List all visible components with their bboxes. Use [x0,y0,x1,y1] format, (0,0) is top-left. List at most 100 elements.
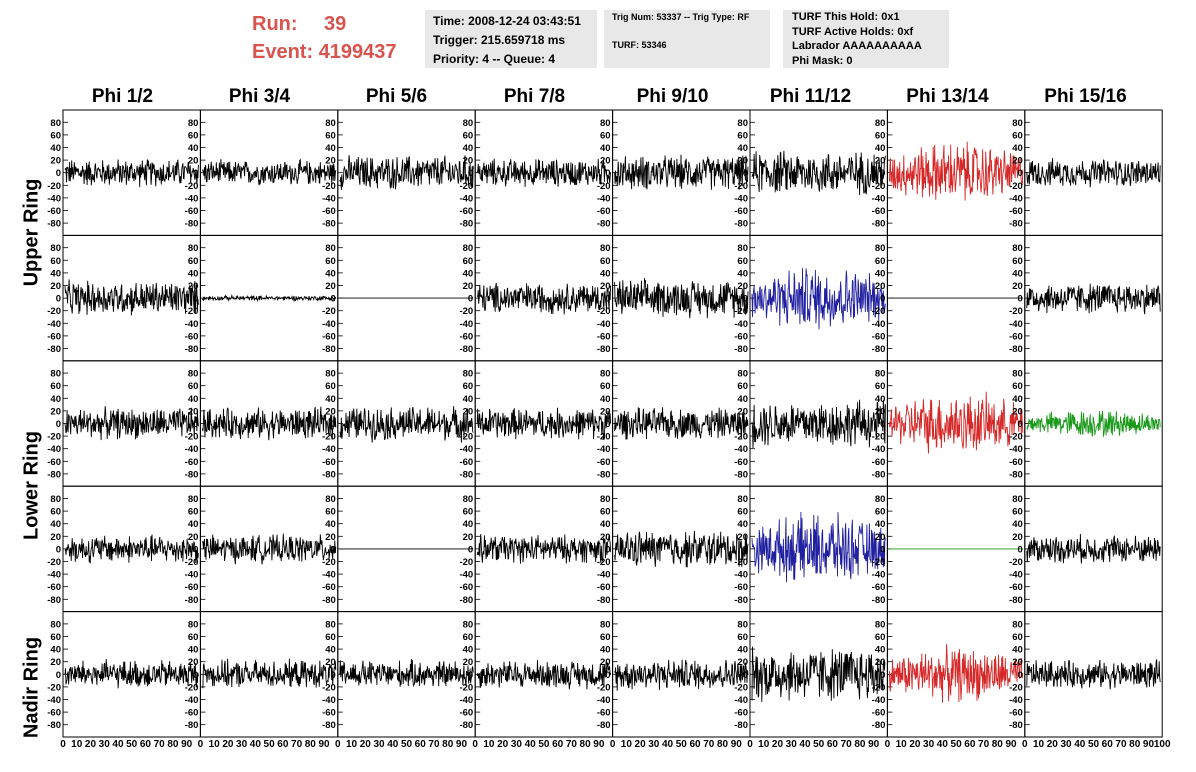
x-tick-label: 50 [951,739,963,750]
y-tick-label: -40 [47,193,61,204]
y-tick-label: 0 [331,419,336,430]
y-tick-label: 80 [463,369,474,380]
y-tick-label: 60 [50,381,61,392]
y-tick-label: 40 [600,268,611,279]
y-tick-label: 60 [737,507,748,518]
y-tick-label: 60 [1012,256,1023,267]
y-tick-label: 0 [605,419,610,430]
waveform-trace [201,406,337,441]
panel-frame [749,360,888,487]
y-tick-label: 20 [1012,406,1023,417]
y-tick-label: 0 [193,544,198,555]
y-tick-label: -80 [1009,469,1023,480]
waveform-trace [201,533,337,565]
y-tick-label: 40 [325,645,336,656]
y-tick-label: -80 [872,344,886,355]
y-tick-label: 20 [1012,156,1023,167]
y-tick-label: 0 [743,544,748,555]
x-tick-label: 30 [236,739,248,750]
y-tick-label: 20 [463,281,474,292]
y-tick-label: 0 [1018,294,1023,305]
waveform-trace [64,279,199,316]
y-tick-label: -20 [185,682,199,693]
y-tick-label: 20 [188,156,199,167]
waveform-trace [64,659,199,689]
y-tick-label: 80 [1012,118,1023,129]
y-tick-label: -40 [459,193,473,204]
y-tick-label: 0 [1018,168,1023,179]
column-header: Phi 3/4 [228,86,291,107]
x-tick-label: 10 [758,739,770,750]
y-tick-label: 40 [463,268,474,279]
y-tick-label: 60 [325,507,336,518]
y-tick-label: -60 [185,582,199,593]
y-tick-label: -80 [459,469,473,480]
y-tick-label: -60 [47,331,61,342]
y-tick-label: -20 [322,306,336,317]
y-tick-label: 20 [600,281,611,292]
y-tick-label: 80 [463,619,474,630]
y-tick-label: 40 [875,519,886,530]
y-tick-label: -80 [734,469,748,480]
y-tick-label: -60 [322,582,336,593]
y-tick-label: -60 [322,206,336,217]
y-tick-label: 20 [188,281,199,292]
y-tick-label: 0 [331,544,336,555]
y-tick-label: -60 [1009,708,1023,719]
y-tick-label: -60 [872,206,886,217]
x-tick-label: 40 [662,739,674,750]
waveform-trace [64,159,199,188]
y-tick-label: 20 [1012,657,1023,668]
y-tick-label: -20 [1009,557,1023,568]
y-tick-label: 80 [875,369,886,380]
y-tick-label: -80 [1009,219,1023,230]
x-tick-label: 70 [1115,739,1127,750]
y-tick-label: -60 [1009,457,1023,468]
y-tick-label: 80 [188,243,199,254]
waveform-trace [751,399,886,449]
x-tick-label: 30 [99,739,111,750]
column-header: Phi 1/2 [91,86,154,107]
y-tick-label: -80 [47,469,61,480]
y-tick-label: -60 [459,331,473,342]
y-tick-label: -60 [459,457,473,468]
x-tick-label: 20 [909,739,921,750]
y-tick-label: -20 [1009,181,1023,192]
y-tick-label: 40 [737,519,748,530]
x-tick-label: 80 [854,739,866,750]
y-tick-label: 40 [737,143,748,154]
y-tick-label: -80 [185,344,199,355]
y-tick-label: -60 [734,457,748,468]
y-tick-label: -80 [47,595,61,606]
y-tick-label: 80 [325,619,336,630]
y-tick-label: 60 [737,381,748,392]
x-tick-label: 10 [483,739,495,750]
y-tick-label: 40 [737,394,748,405]
y-tick-label: -40 [185,193,199,204]
x-tick-label: 60 [964,739,976,750]
waveform-trace [888,644,1024,703]
y-tick-label: -60 [185,457,199,468]
y-tick-label: -20 [1009,682,1023,693]
y-tick-label: 80 [463,118,474,129]
y-tick-label: 0 [743,294,748,305]
y-tick-label: -40 [872,695,886,706]
y-tick-label: 60 [737,632,748,643]
x-tick-label: 90 [593,739,605,750]
x-tick-label: 20 [635,739,647,750]
y-tick-label: 60 [325,381,336,392]
waveform-trace [201,158,337,186]
event-label: Event: [252,41,314,63]
waveform-trace [751,511,886,583]
x-tick-label: 90 [181,739,193,750]
waveform-trace [614,278,749,319]
y-tick-label: 60 [600,507,611,518]
waveform-trace [339,406,474,443]
y-tick-label: -20 [597,432,611,443]
y-tick-label: -80 [872,595,886,606]
y-tick-label: -60 [872,457,886,468]
y-tick-label: -20 [872,306,886,317]
y-tick-label: 20 [188,406,199,417]
x-tick-label: 60 [277,739,289,750]
y-tick-label: 80 [463,494,474,505]
